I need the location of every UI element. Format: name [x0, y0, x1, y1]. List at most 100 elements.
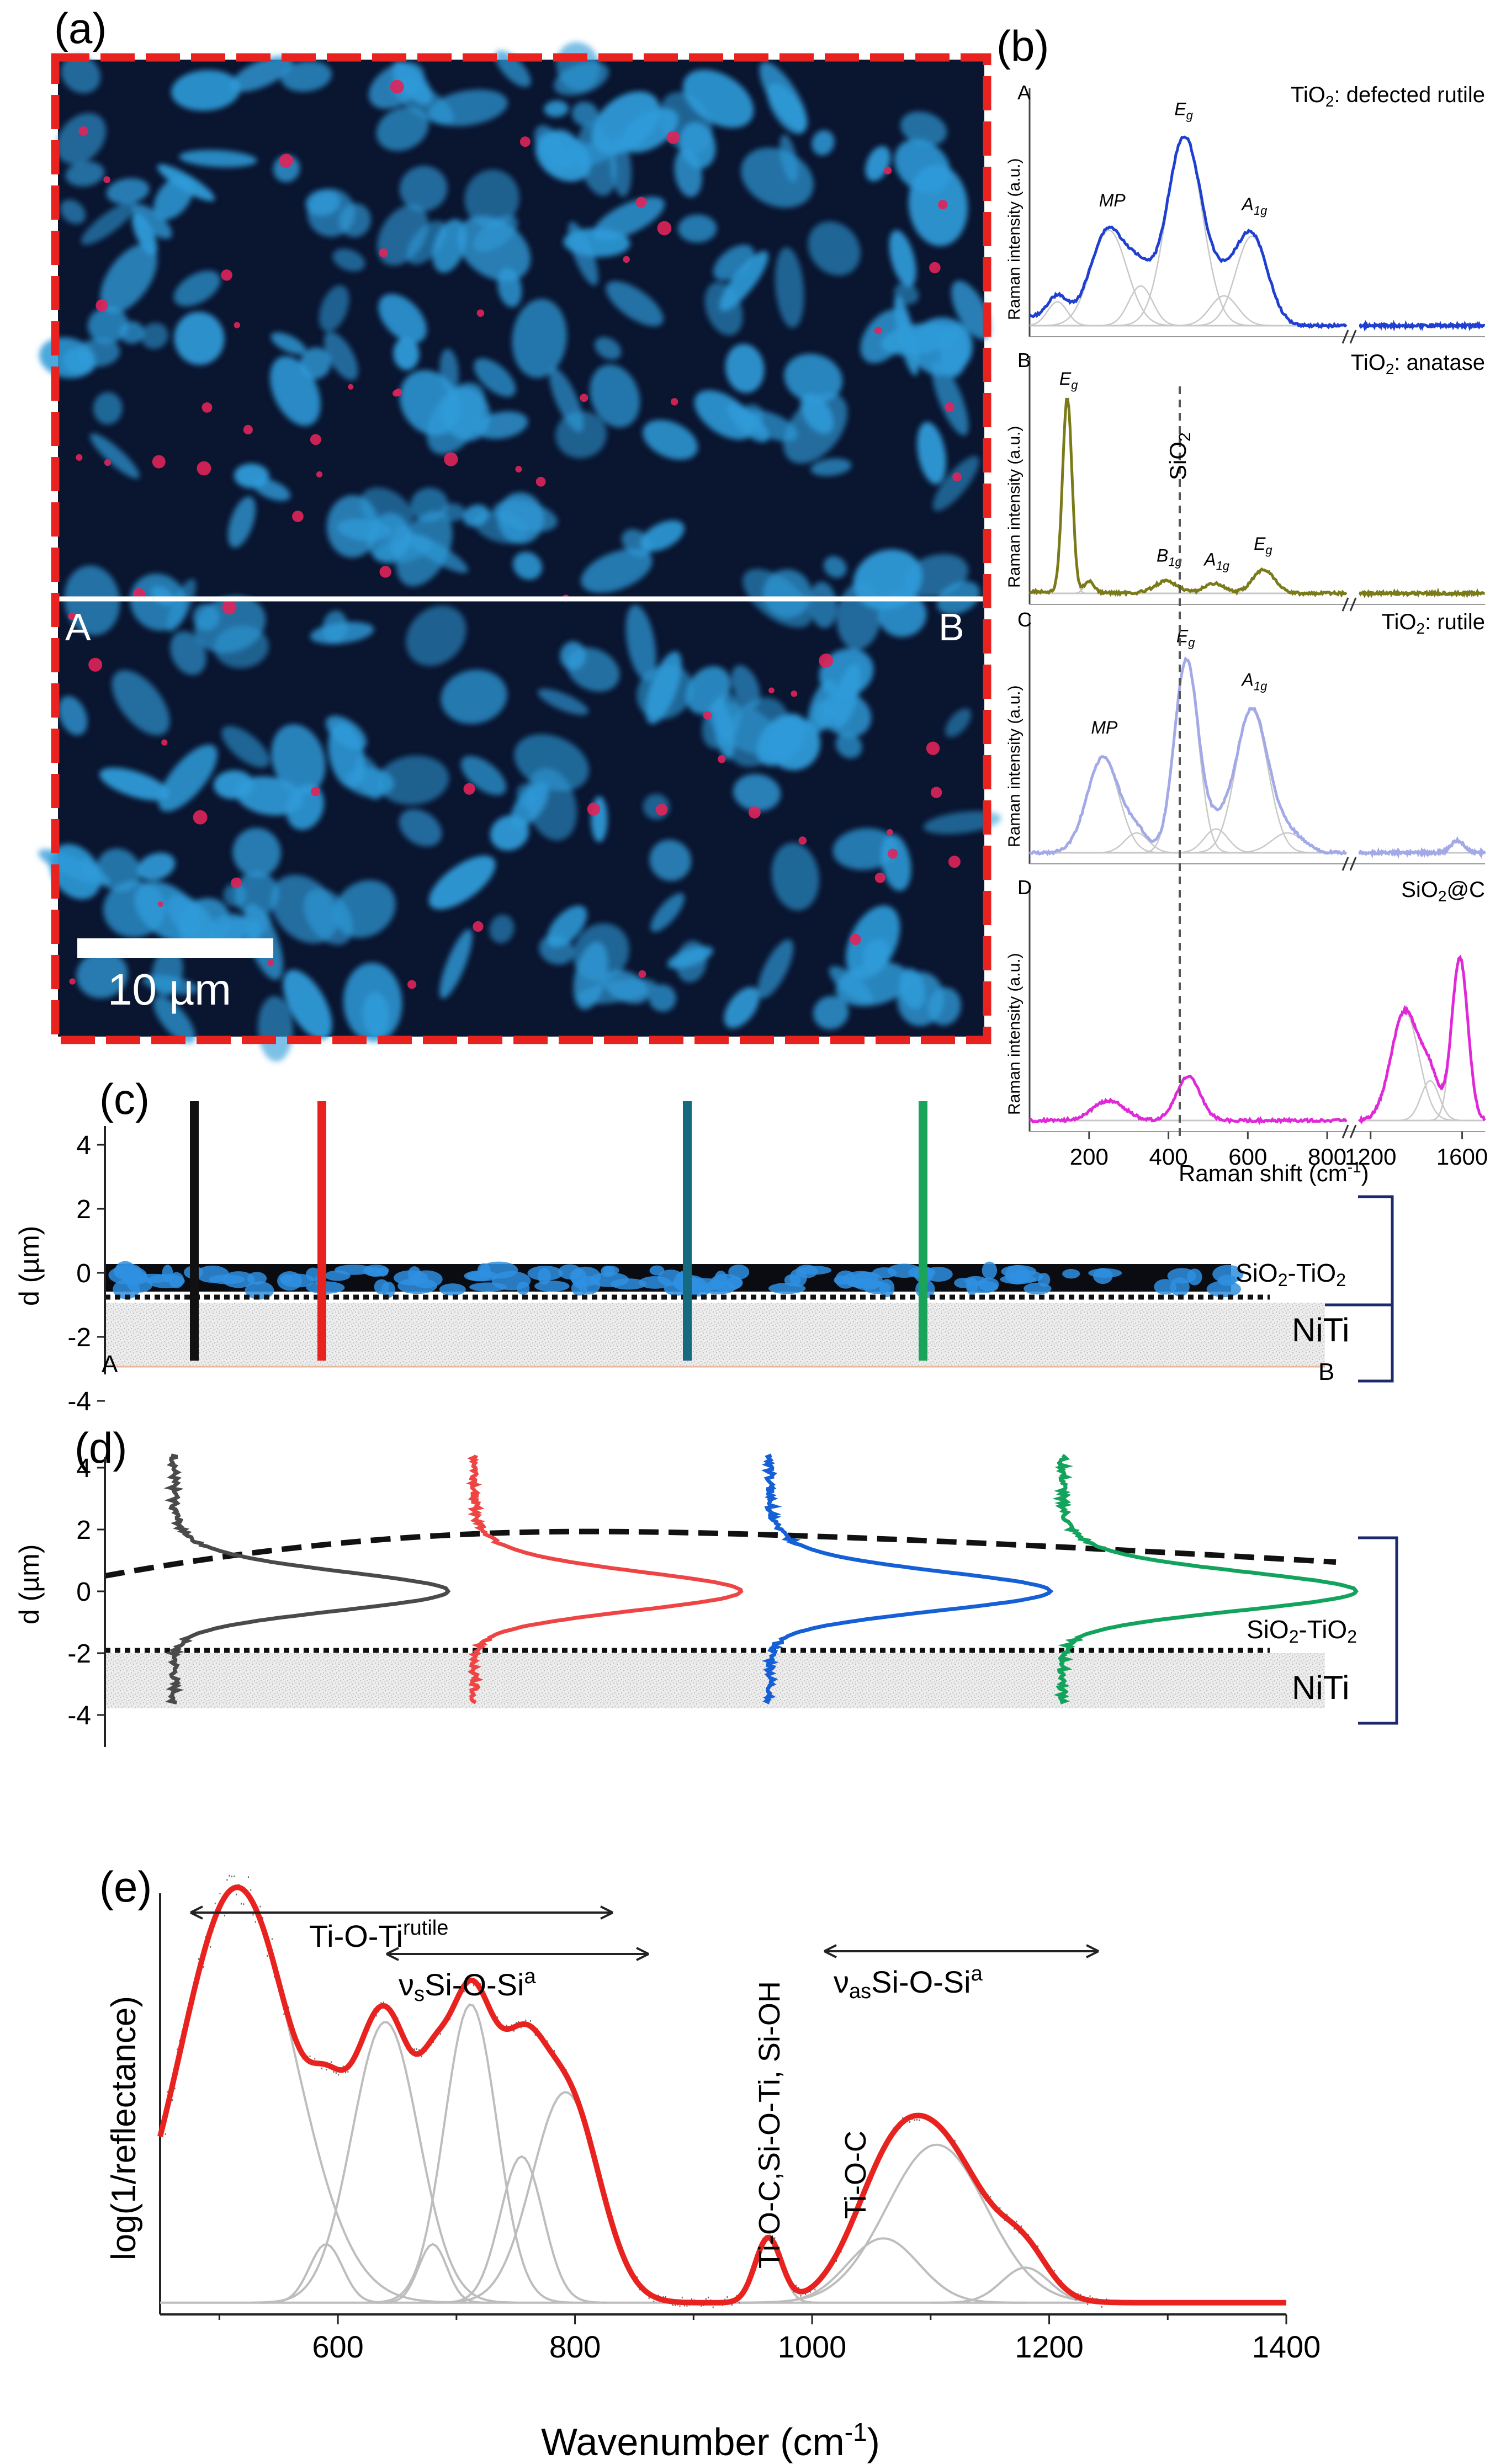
- depth-profile-curve: [1052, 1453, 1359, 1704]
- layer-particle: [538, 1267, 551, 1285]
- depth-tick: -2: [67, 1639, 91, 1669]
- map-particle: [60, 199, 86, 224]
- map-hotspot: [193, 810, 208, 825]
- map-particle: [757, 939, 794, 999]
- map-particle: [573, 941, 608, 1010]
- map-hotspot: [379, 566, 391, 578]
- map-particle: [376, 107, 429, 151]
- map-particle: [324, 332, 358, 380]
- layer-particle: [571, 1268, 587, 1288]
- map-particle: [97, 848, 141, 892]
- annotation-ti-o-c-si-o-ti-si-oh: Ti-O-C,Si-O-Ti, Si-OH: [753, 1981, 786, 2269]
- spectrum-line-A: [1359, 320, 1486, 332]
- map-particle: [810, 458, 852, 476]
- spectrum-line-B: [1359, 587, 1485, 599]
- component-peak: [1030, 399, 1485, 594]
- raman-x-tick: 800: [1308, 1144, 1346, 1170]
- layer-particle: [872, 1267, 897, 1278]
- arrow-ti-o-ti: [190, 1905, 613, 1920]
- map-particle: [495, 50, 531, 87]
- depth-tick: -2: [67, 1323, 91, 1352]
- panel-d-label: (d): [75, 1424, 127, 1472]
- map-particle: [649, 840, 692, 881]
- map-hotspot: [938, 200, 948, 210]
- map-particle: [704, 282, 743, 336]
- annotation-nus-si-o-si: νsSi-O-Sia: [399, 1965, 536, 2006]
- map-particle: [809, 581, 837, 628]
- layer-particle: [122, 1270, 148, 1286]
- raman-y-axis-label: Raman intensity (a.u.): [1005, 686, 1024, 847]
- ir-component-peak: [432, 2091, 696, 2304]
- depth-y-axis-label: d (µm): [14, 1226, 45, 1306]
- peak-label: Eg: [1174, 99, 1193, 122]
- map-hotspot: [768, 687, 775, 694]
- map-particle: [377, 204, 428, 266]
- map-particle: [900, 111, 947, 146]
- map-particle: [725, 344, 765, 393]
- map-particle: [917, 422, 946, 485]
- component-peak: [1030, 956, 1485, 1122]
- spectrum-line-C: [1028, 656, 1346, 856]
- map-particle: [234, 872, 279, 917]
- map-hotspot: [221, 269, 232, 281]
- map-particle: [649, 984, 676, 1012]
- panel-c-label: (c): [99, 1075, 150, 1123]
- map-hotspot: [887, 848, 898, 859]
- map-particle: [193, 603, 220, 631]
- ir-x-axis-label: Wavenumber (cm-1): [541, 2418, 880, 2463]
- panel-c-depth-map: (c) 4 2 0 -2 -4 d (µm) SiO2-TiO2 NiTi A B: [14, 1075, 1394, 1416]
- map-particle: [741, 147, 814, 208]
- map-hotspot: [157, 901, 163, 907]
- map-particle: [744, 410, 798, 442]
- layer-particle: [1062, 1269, 1080, 1279]
- peak-label: A1g: [1203, 550, 1230, 573]
- map-particle: [835, 962, 910, 1006]
- spectrum-id-B: B: [1017, 349, 1031, 371]
- ir-component-peak: [252, 2021, 516, 2304]
- point-b-label-c: B: [1318, 1358, 1334, 1385]
- map-particle: [513, 551, 543, 580]
- raman-axes: A Raman intensity (a.u.) B Raman intensity …: [1005, 81, 1485, 1139]
- raman-y-axis-label: Raman intensity (a.u.): [1005, 953, 1024, 1115]
- map-particle: [645, 651, 682, 724]
- ir-x-tick: 1400: [1252, 2329, 1321, 2364]
- raman-x-tick: 200: [1070, 1144, 1109, 1170]
- annotation-nuas-si-o-si: νasSi-O-Sia: [834, 1962, 983, 2003]
- map-hotspot: [476, 309, 485, 317]
- map-frame: [51, 53, 991, 1044]
- raman-x-tick: 600: [1228, 1144, 1267, 1170]
- component-peak: [1030, 235, 1485, 327]
- layer-particle: [727, 1276, 743, 1289]
- map-hotspot: [407, 980, 417, 989]
- ir-chart: 600 800 1000 1200 1400: [157, 1874, 1321, 2364]
- layer-bracket-d: [1358, 1536, 1398, 1725]
- map-particle: [951, 280, 991, 340]
- map-hotspot: [310, 434, 321, 445]
- map-hotspot: [279, 153, 294, 168]
- map-particle: [258, 996, 293, 1062]
- map-hotspot: [718, 755, 726, 763]
- map-hotspot: [655, 804, 668, 816]
- map-hotspot: [348, 384, 354, 390]
- map-particle: [81, 201, 136, 245]
- map-particle: [271, 724, 326, 795]
- map-particle: [581, 549, 653, 593]
- arrow-nuas-si-o-si: [824, 1944, 1099, 1958]
- map-particle: [759, 61, 808, 131]
- ir-x-tick: 1200: [1015, 2329, 1084, 2364]
- map-hotspot: [819, 653, 834, 668]
- map-particle: [808, 679, 837, 735]
- ir-component-peak: [436, 2155, 607, 2304]
- map-particle: [253, 479, 291, 501]
- map-particle: [865, 146, 891, 182]
- map-particle: [464, 169, 519, 228]
- map-hotspot: [580, 394, 588, 402]
- map-particle: [307, 188, 355, 237]
- raman-x-axis-label: Raman shift (cm-1): [1179, 1159, 1369, 1186]
- map-particle: [319, 285, 349, 332]
- map-hotspot: [243, 424, 253, 435]
- layer-particle: [222, 1271, 255, 1288]
- spectrum-title-D: SiO2@C: [1401, 878, 1485, 905]
- layer-particle: [1154, 1279, 1177, 1295]
- map-particle: [227, 496, 256, 548]
